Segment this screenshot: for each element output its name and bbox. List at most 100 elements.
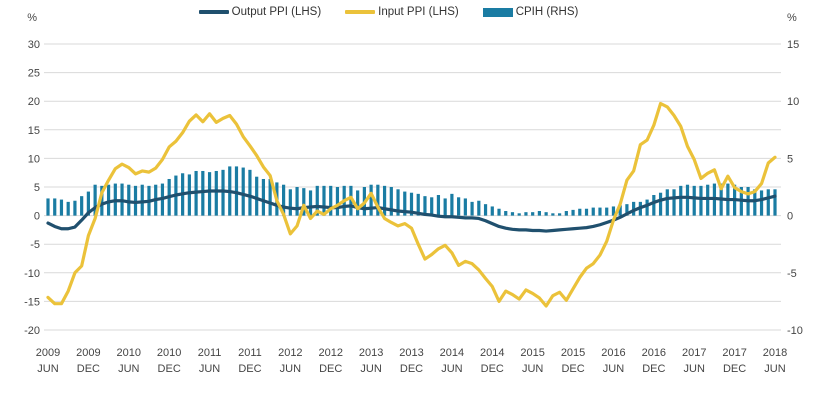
left-axis-tick-label: -10 bbox=[24, 268, 40, 280]
x-axis-tick-month-label: DEC bbox=[642, 363, 665, 375]
cpih-bar bbox=[396, 189, 400, 216]
cpih-bar bbox=[187, 174, 191, 216]
cpih-bar bbox=[423, 196, 427, 216]
cpih-bar bbox=[706, 184, 710, 216]
x-axis-tick-year-label: 2010 bbox=[117, 347, 141, 359]
x-axis-tick-month-label: DEC bbox=[481, 363, 504, 375]
cpih-bar bbox=[652, 195, 656, 216]
cpih-bar bbox=[308, 190, 313, 216]
cpih-bar bbox=[625, 204, 629, 216]
cpih-bar bbox=[133, 185, 138, 216]
cpih-bar bbox=[261, 178, 266, 216]
output-ppi-line-swatch-icon bbox=[198, 10, 229, 14]
output-ppi-line bbox=[46, 189, 777, 233]
legend-item-output-ppi: Output PPI (LHS) bbox=[198, 6, 322, 18]
cpih-bar bbox=[443, 198, 447, 216]
x-axis-tick-year-label: 2011 bbox=[198, 347, 222, 359]
right-axis-tick-label: -10 bbox=[787, 325, 803, 337]
x-axis-tick-year-label: 2012 bbox=[278, 347, 302, 359]
x-axis-tick-year-label: 2016 bbox=[601, 347, 625, 359]
x-axis-tick-year-label: 2014 bbox=[480, 347, 504, 359]
x-axis-tick-month-label: JUN bbox=[199, 363, 220, 375]
cpih-bar bbox=[416, 193, 420, 216]
cpih-bar bbox=[127, 184, 131, 216]
cpih-bar bbox=[658, 192, 663, 216]
right-axis-unit-label: % bbox=[787, 12, 797, 24]
cpih-bar bbox=[382, 185, 387, 216]
cpih-bar bbox=[207, 172, 212, 216]
cpih-bar bbox=[517, 213, 521, 216]
cpih-bar bbox=[766, 189, 770, 216]
cpih-bar bbox=[356, 190, 360, 216]
cpih-bar bbox=[685, 184, 690, 216]
x-axis-tick-year-label: 2013 bbox=[399, 347, 423, 359]
x-axis-tick-month-label: DEC bbox=[723, 363, 746, 375]
cpih-bar bbox=[692, 185, 696, 216]
x-axis-tick-month-label: JUN bbox=[360, 363, 381, 375]
cpih-bar bbox=[665, 189, 669, 216]
legend-label-cpih: CPIH (RHS) bbox=[515, 6, 579, 18]
left-axis-tick-label: 25 bbox=[28, 68, 40, 80]
x-axis-tick-month-label: DEC bbox=[238, 363, 261, 375]
cpih-bar bbox=[557, 213, 562, 216]
x-axis-tick-month-label: JUN bbox=[118, 363, 139, 375]
legend-label-output-ppi: Output PPI (LHS) bbox=[231, 6, 322, 18]
x-axis-tick-month-label: DEC bbox=[77, 363, 100, 375]
cpih-bar bbox=[672, 189, 676, 216]
left-axis-tick-label: 30 bbox=[28, 39, 40, 51]
cpih-bar bbox=[389, 187, 393, 216]
cpih-bar bbox=[457, 197, 461, 216]
cpih-bar bbox=[322, 185, 326, 216]
cpih-bar bbox=[315, 185, 319, 216]
chart-legend: Output PPI (LHS) Input PPI (LHS) CPIH (R… bbox=[0, 6, 799, 18]
cpih-bar bbox=[335, 187, 340, 216]
cpih-bar bbox=[248, 169, 252, 216]
cpih-bar bbox=[241, 167, 245, 216]
cpih-bar bbox=[531, 212, 535, 216]
cpih-bar bbox=[551, 213, 555, 216]
cpih-bar bbox=[605, 207, 609, 216]
cpih-bar bbox=[376, 184, 380, 216]
cpih-bar bbox=[93, 184, 97, 216]
cpih-bar bbox=[611, 206, 616, 216]
x-axis-tick-month-label: DEC bbox=[400, 363, 423, 375]
cpih-bar bbox=[753, 189, 757, 216]
cpih-bar bbox=[221, 169, 225, 216]
cpih-bar bbox=[598, 207, 602, 216]
cpih-bar bbox=[618, 205, 622, 216]
right-axis-tick-label: 10 bbox=[787, 96, 799, 108]
cpih-bar bbox=[430, 197, 434, 216]
cpih-bar bbox=[255, 176, 259, 216]
left-axis-tick-label: 5 bbox=[34, 182, 40, 194]
cpih-bar bbox=[73, 200, 77, 216]
cpih-bar bbox=[645, 199, 649, 216]
left-axis-tick-label: 0 bbox=[34, 211, 40, 223]
x-axis-tick-year-label: 2018 bbox=[763, 347, 787, 359]
cpih-bar bbox=[295, 187, 299, 216]
left-axis-tick-label: 20 bbox=[28, 96, 40, 108]
right-axis-tick-label: -5 bbox=[787, 268, 797, 280]
x-axis-tick-year-label: 2015 bbox=[520, 347, 544, 359]
cpih-bar bbox=[369, 184, 373, 216]
cpih-bar bbox=[477, 200, 481, 216]
cpih-bar bbox=[100, 185, 104, 216]
cpih-bar bbox=[470, 201, 474, 216]
x-axis-tick-year-label: 2012 bbox=[318, 347, 342, 359]
x-axis-tick-year-label: 2011 bbox=[238, 347, 262, 359]
cpih-bar bbox=[403, 191, 407, 216]
left-axis-tick-label: 15 bbox=[28, 125, 40, 137]
legend-label-input-ppi: Input PPI (LHS) bbox=[378, 6, 459, 18]
x-axis-tick-year-label: 2015 bbox=[561, 347, 585, 359]
cpih-bar bbox=[106, 184, 111, 216]
cpih-bar bbox=[463, 198, 467, 216]
cpih-bar bbox=[483, 204, 488, 216]
x-axis-tick-month-label: JUN bbox=[522, 363, 543, 375]
left-axis-tick-label: -5 bbox=[30, 239, 40, 251]
input-ppi-line bbox=[46, 101, 777, 308]
cpih-bar bbox=[329, 185, 333, 216]
x-axis-tick-month-label: JUN bbox=[684, 363, 705, 375]
cpih-bar bbox=[234, 166, 239, 216]
legend-item-cpih: CPIH (RHS) bbox=[482, 6, 579, 18]
cpih-bar bbox=[201, 170, 205, 216]
